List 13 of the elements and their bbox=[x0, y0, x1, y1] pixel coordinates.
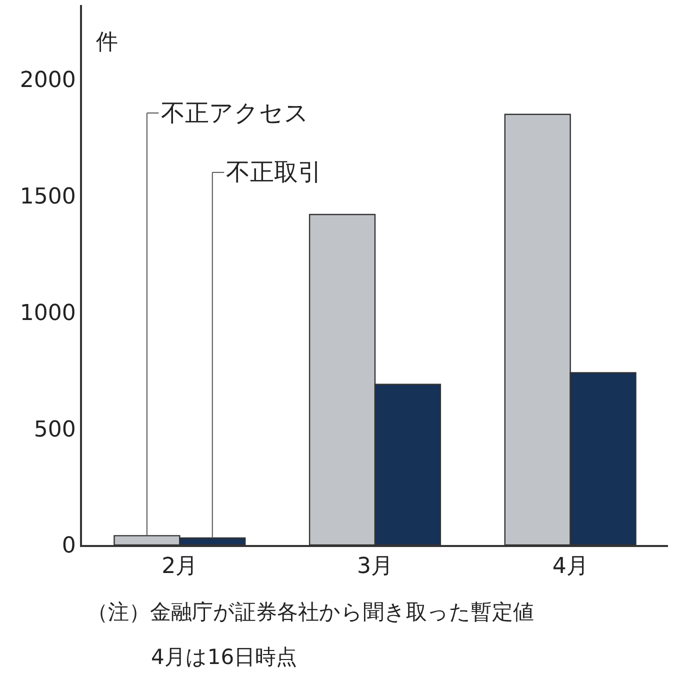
y-tick-label: 0 bbox=[62, 534, 76, 559]
text: 不正アクセス bbox=[161, 99, 309, 127]
y-tick-label: 500 bbox=[34, 417, 76, 442]
x-tick-label: 3月 bbox=[357, 554, 393, 580]
y-tick-label: 1000 bbox=[20, 300, 76, 326]
text: 不正取引 bbox=[226, 158, 322, 186]
y-tick-label: 2000 bbox=[20, 68, 76, 94]
x-tick-label: 4月 bbox=[552, 554, 588, 580]
text: 4月は16日時点 bbox=[151, 645, 298, 669]
y-axis-title: 件 bbox=[96, 30, 118, 55]
y-tick-label: 1500 bbox=[20, 184, 76, 210]
x-tick-label: 2月 bbox=[162, 554, 198, 580]
text: （注）金融庁が証券各社から聞き取った暫定値 bbox=[87, 600, 534, 624]
